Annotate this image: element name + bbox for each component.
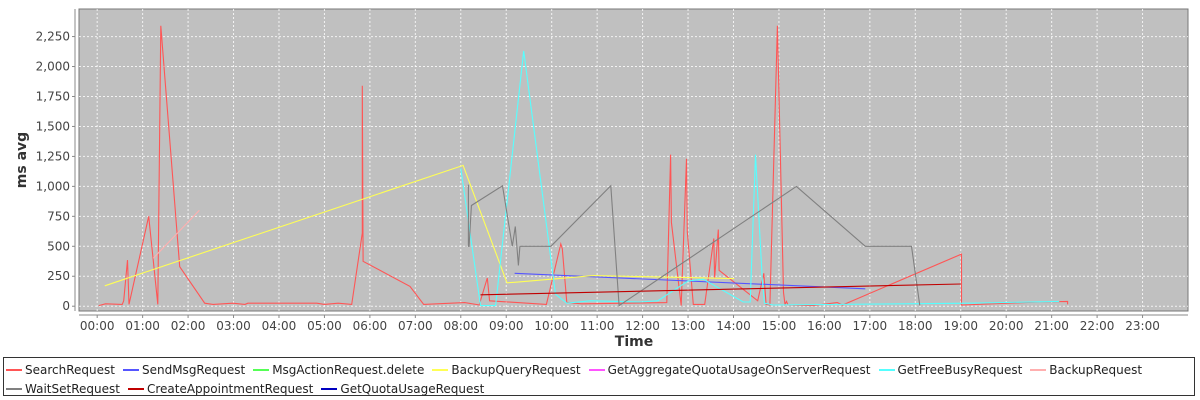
- x-axis-label: Time: [615, 334, 653, 350]
- x-tick-label: 16:00: [807, 319, 842, 333]
- x-tick-label: 08:00: [443, 319, 478, 333]
- legend-item-waitsetrequest: WaitSetRequest: [6, 380, 120, 398]
- y-tick-label: 750: [47, 209, 70, 223]
- legend-label: GetFreeBusyRequest: [897, 363, 1023, 377]
- legend-item-createappointmentrequest: CreateAppointmentRequest: [127, 380, 314, 398]
- legend-swatch: [432, 369, 449, 371]
- y-tick-label: 1,500: [36, 119, 70, 133]
- x-tick-label: 00:00: [80, 319, 115, 333]
- legend-swatch: [127, 388, 144, 390]
- x-tick-label: 22:00: [1080, 319, 1115, 333]
- series-lines: [98, 25, 1069, 307]
- x-tick-label: 18:00: [898, 319, 933, 333]
- y-tick-label: 2,250: [36, 30, 70, 44]
- y-tick-label: 2,000: [36, 60, 70, 74]
- y-tick-label: 0: [62, 299, 70, 313]
- legend-item-msgactionrequest-delete: MsgActionRequest.delete: [253, 361, 424, 379]
- legend-label: WaitSetRequest: [25, 382, 120, 396]
- legend-item-getaggregatequotausageonserverrequest: GetAggregateQuotaUsageOnServerRequest: [588, 361, 871, 379]
- series-line-backuprequest: [152, 209, 200, 259]
- axes: 00:00 01:00 02:00 03:00 04:00 05:00 06:00 07:00…: [36, 9, 1188, 333]
- legend-swatch: [6, 369, 22, 371]
- legend-item-getfreebusyrequest: GetFreeBusyRequest: [878, 361, 1023, 379]
- legend-label: MsgActionRequest.delete: [272, 363, 425, 377]
- legend-label: GetQuotaUsageRequest: [340, 382, 485, 396]
- legend-swatch: [321, 388, 338, 390]
- series-line-waitsetrequest: [467, 184, 921, 307]
- legend-label: SearchRequest: [25, 363, 115, 377]
- legend-label: GetAggregateQuotaUsageOnServerRequest: [607, 363, 871, 377]
- legend-swatch: [6, 388, 22, 390]
- x-tick-label: 11:00: [580, 319, 615, 333]
- legend-item-backuprequest: BackupRequest: [1030, 361, 1142, 379]
- x-tick-label: 19:00: [943, 319, 978, 333]
- legend-label: SendMsgRequest: [141, 363, 246, 377]
- grid-lines: [79, 9, 1188, 311]
- x-tick-label: 01:00: [125, 319, 160, 333]
- line-chart: 00:00 01:00 02:00 03:00 04:00 05:00 06:00 07:00…: [14, 8, 1189, 350]
- legend-label: CreateAppointmentRequest: [146, 382, 314, 396]
- legend-swatch: [1030, 369, 1047, 371]
- x-tick-label: 12:00: [625, 319, 660, 333]
- legend-swatch: [878, 369, 895, 371]
- legend-label: BackupRequest: [1049, 363, 1143, 377]
- x-tick-label: 13:00: [671, 319, 706, 333]
- legend-swatch: [122, 369, 139, 371]
- legend-item-searchrequest: SearchRequest: [6, 361, 115, 379]
- x-tick-label: 04:00: [262, 319, 297, 333]
- x-tick-label: 07:00: [398, 319, 433, 333]
- series-line-createappointmentrequest: [480, 283, 961, 296]
- x-tick-label: 05:00: [307, 319, 342, 333]
- x-tick-label: 02:00: [171, 319, 206, 333]
- y-tick-label: 1,250: [36, 149, 70, 163]
- legend-item-backupqueryrequest: BackupQueryRequest: [432, 361, 581, 379]
- y-tick-label: 1,000: [36, 179, 70, 193]
- plot-area: [78, 8, 1189, 312]
- y-tick-label: 500: [47, 239, 70, 253]
- y-tick-label: 1,750: [36, 89, 70, 103]
- x-tick-label: 15:00: [762, 319, 797, 333]
- x-tick-label: 10:00: [534, 319, 569, 333]
- legend-item-sendmsgrequest: SendMsgRequest: [122, 361, 246, 379]
- x-tick-label: 20:00: [989, 319, 1024, 333]
- legend-item-getquotausagerequest: GetQuotaUsageRequest: [321, 380, 484, 398]
- x-tick-label: 03:00: [216, 319, 251, 333]
- y-axis-label: ms avg: [14, 132, 30, 188]
- legend-swatch: [588, 369, 605, 371]
- legend: SearchRequest SendMsgRequest MsgActionRequ…: [3, 357, 1195, 396]
- x-tick-label: 17:00: [853, 319, 888, 333]
- y-tick-label: 250: [47, 269, 70, 283]
- x-tick-label: 09:00: [489, 319, 524, 333]
- x-tick-label: 21:00: [1034, 319, 1069, 333]
- x-tick-label: 06:00: [353, 319, 388, 333]
- legend-swatch: [253, 369, 270, 371]
- series-line-searchrequest: [98, 25, 1069, 307]
- legend-label: BackupQueryRequest: [451, 363, 581, 377]
- series-line-getfreebusyrequest: [460, 50, 1060, 307]
- x-tick-label: 23:00: [1125, 319, 1160, 333]
- x-tick-label: 14:00: [716, 319, 751, 333]
